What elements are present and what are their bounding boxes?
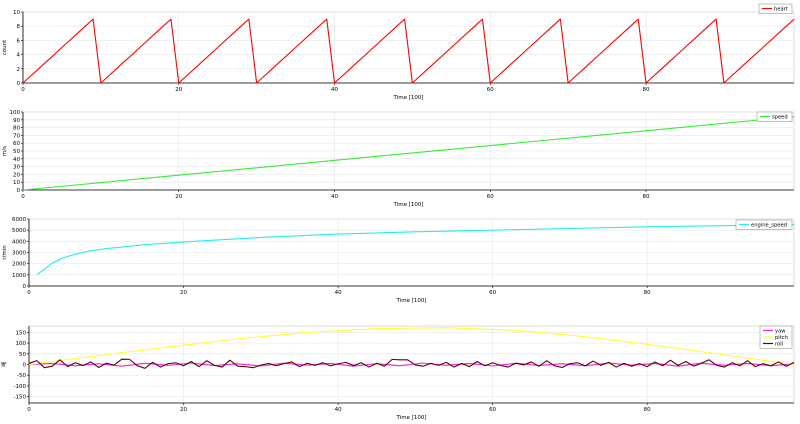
y-tick-label: 2000 [12,262,26,268]
x-tick-label: 60 [487,194,494,200]
y-tick-label: 0 [23,284,27,290]
legend-label-engine_speed: engine_speed [751,222,787,228]
y-axis-label: count [2,39,8,55]
x-axis-label: Time [100] [393,202,424,208]
y-tick-label: 100 [16,341,27,347]
series-line-heart [22,18,795,84]
y-tick-label: 90 [13,118,20,124]
legend-label-roll: roll [775,341,783,347]
x-axis-label: Time [100] [396,298,427,304]
legend-label-speed: speed [772,114,788,120]
y-tick-label: 70 [13,133,20,139]
legend-box [735,219,793,230]
legend: heart [758,3,793,14]
legend-box [756,111,793,122]
legend-label-pitch: pitch [775,335,788,341]
chart-panel-3: 0 20 40 60 80 0 1000 2000 3000 4000 5000 6000 Time [… [2,217,795,304]
y-tick-label: 6000 [12,217,26,223]
x-tick-label: 0 [27,407,31,413]
y-tick-label: 30 [13,165,20,171]
chart-panel-4: 0 20 40 60 80 -150 -100 -50 0 50 100 150 Time [100] 째… [0,325,795,421]
y-tick-label: 8 [17,24,21,30]
y-tick-label: 4000 [12,239,26,245]
y-tick-label: 80 [13,126,20,132]
y-tick-label: 150 [16,330,27,336]
chart-panel-1: 0 20 40 60 80 0 2 4 6 8 10 Time [100] count heart [2,3,795,101]
x-tick-label: 60 [489,290,496,296]
legend: engine_speed [735,219,793,230]
x-tick-label: 0 [27,290,31,296]
x-tick-label: 60 [489,407,496,413]
series-line-engine_speed [36,224,795,276]
y-tick-label: 50 [19,352,26,358]
x-tick-label: 0 [21,87,25,93]
y-tick-label: 0 [23,363,27,369]
series-line-roll [28,358,795,369]
y-axis-label: 째 [0,362,8,367]
x-tick-label: 40 [331,194,338,200]
y-tick-label: 4 [17,53,21,59]
x-tick-label: 80 [643,194,650,200]
y-axis-label: r/min [2,245,8,260]
y-tick-label: 6 [17,38,21,44]
y-tick-label: 60 [13,141,20,147]
x-tick-label: 60 [487,87,494,93]
series-line-speed [22,116,795,191]
x-tick-label: 40 [331,87,338,93]
x-tick-label: 20 [180,290,187,296]
y-tick-label: -150 [14,395,27,401]
x-tick-label: 80 [643,87,650,93]
y-tick-label: 10 [13,180,20,186]
x-tick-label: 20 [175,87,182,93]
x-tick-label: 40 [335,290,342,296]
x-tick-label: 40 [335,407,342,413]
y-tick-label: 0 [17,81,21,87]
x-tick-label: 80 [644,290,651,296]
y-tick-label: 0 [17,188,21,194]
x-axis-label: Time [100] [396,415,427,421]
legend: speed [756,111,793,122]
y-tick-label: -100 [14,384,27,390]
y-tick-label: 5000 [12,228,26,234]
y-tick-label: 10 [13,10,20,16]
x-tick-label: 80 [644,407,651,413]
y-tick-label: 20 [13,172,20,178]
y-tick-label: 100 [10,110,21,116]
y-tick-label: -50 [17,373,26,379]
y-tick-label: 40 [13,157,20,163]
legend-label-yaw: yaw [775,328,786,334]
x-tick-label: 20 [175,194,182,200]
y-tick-label: 1000 [12,273,26,279]
legend-box [759,325,793,349]
series-line-pitch [28,327,795,366]
legend-label-heart: heart [774,6,788,12]
y-tick-label: 50 [13,149,20,155]
y-tick-label: 2 [17,67,21,73]
x-tick-label: 0 [21,194,25,200]
y-tick-label: 3000 [12,251,26,257]
x-tick-label: 20 [180,407,187,413]
legend-box [758,3,793,14]
x-axis-label: Time [100] [393,95,424,101]
y-axis-label: m/s [2,146,8,156]
